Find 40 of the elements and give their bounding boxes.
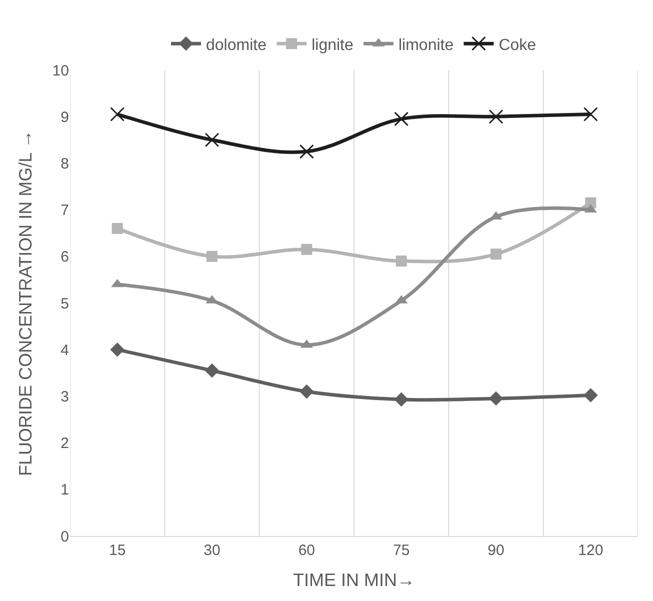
point bbox=[204, 132, 220, 148]
point bbox=[584, 388, 598, 402]
x-tick-label: 60 bbox=[298, 542, 316, 559]
y-tick-label: 5 bbox=[60, 295, 69, 312]
legend-label: limonite bbox=[398, 36, 454, 54]
y-tick-label: 6 bbox=[60, 248, 69, 266]
point bbox=[488, 391, 504, 406]
point bbox=[110, 107, 125, 122]
x-axis-title: TIME IN MIN→ bbox=[293, 570, 415, 590]
point bbox=[488, 109, 504, 124]
x-tick-label: 75 bbox=[392, 542, 410, 559]
legend-label: Coke bbox=[498, 36, 536, 54]
point bbox=[206, 250, 218, 262]
point bbox=[301, 244, 312, 255]
x-tick-label: 15 bbox=[108, 542, 126, 559]
y-tick-label: 3 bbox=[60, 388, 69, 406]
y-tick-label: 2 bbox=[60, 435, 69, 452]
legend-label: dolomite bbox=[206, 36, 267, 54]
point bbox=[299, 144, 314, 159]
x-tick-label: 30 bbox=[204, 542, 220, 559]
y-tick-label: 4 bbox=[60, 342, 69, 359]
point bbox=[394, 112, 409, 126]
point bbox=[110, 342, 124, 357]
y-tick-label: 7 bbox=[60, 202, 69, 220]
y-tick-label: 9 bbox=[60, 108, 69, 126]
y-tick-label: 0 bbox=[60, 528, 69, 546]
point bbox=[204, 363, 220, 378]
point bbox=[583, 107, 598, 122]
point bbox=[396, 256, 407, 267]
y-tick-label: 10 bbox=[52, 62, 69, 80]
y-tick-label: 8 bbox=[60, 155, 69, 172]
y-axis-title: FLUORIDE CONCENTRATION IN MG/L → bbox=[16, 130, 36, 476]
point bbox=[300, 384, 314, 399]
point bbox=[112, 222, 123, 234]
y-tick-label: 1 bbox=[60, 482, 69, 499]
x-tick-label: 90 bbox=[488, 542, 504, 559]
x-tick-label: 120 bbox=[578, 542, 604, 559]
point bbox=[490, 248, 502, 260]
point bbox=[394, 392, 408, 407]
legend-label: lignite bbox=[312, 36, 354, 54]
